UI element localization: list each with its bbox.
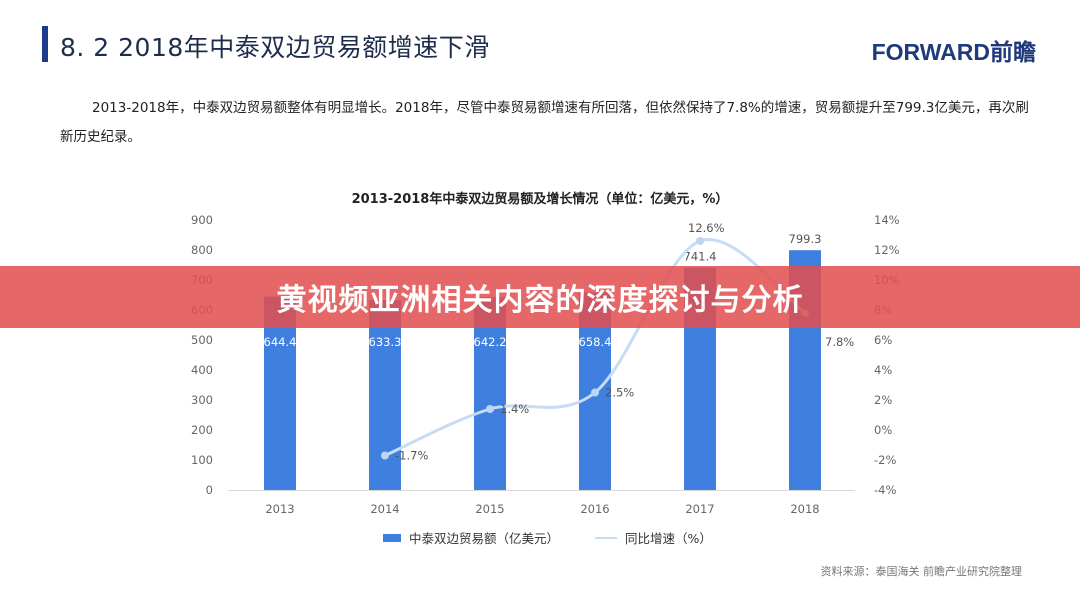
growth-label: 2.5% xyxy=(605,386,634,400)
growth-point xyxy=(486,405,494,413)
summary-paragraph: 2013-2018年，中泰双边贸易额整体有明显增长。2018年，尽管中泰贸易额增… xyxy=(60,100,1029,145)
chart-title: 2013-2018年中泰双边贸易额及增长情况（单位：亿美元，%） xyxy=(351,192,729,207)
title-accent-bar xyxy=(42,26,48,62)
y-left-tick: 200 xyxy=(191,423,213,437)
x-tick: 2013 xyxy=(265,502,294,516)
y-right-tick: 6% xyxy=(874,333,892,347)
bar xyxy=(264,296,296,490)
y-right-tick: -4% xyxy=(874,483,896,497)
x-tick: 2014 xyxy=(370,502,399,516)
y-left-tick: 400 xyxy=(191,363,213,377)
source-note: 资料来源：泰国海关 前瞻产业研究院整理 xyxy=(820,565,1023,578)
legend-bar-label: 中泰双边贸易额（亿美元） xyxy=(409,531,560,546)
y-left-tick: 0 xyxy=(206,483,213,497)
x-tick: 2015 xyxy=(475,502,504,516)
growth-label: 1.4% xyxy=(500,402,529,416)
bar-label: 741.4 xyxy=(684,250,717,264)
y-right-tick: 0% xyxy=(874,423,892,437)
legend-line-swatch xyxy=(595,536,618,539)
y-left-tick: 500 xyxy=(191,333,213,347)
bar-label: 799.3 xyxy=(789,232,822,246)
legend-bar-swatch xyxy=(383,533,401,542)
growth-label: -1.7% xyxy=(395,449,428,463)
bar-label: 633.3 xyxy=(369,335,402,349)
legend: 中泰双边贸易额（亿美元） 同比增速（%） xyxy=(383,528,712,547)
y-left-tick: 900 xyxy=(191,213,213,227)
y-right-tick: 4% xyxy=(874,363,892,377)
y-right-tick: -2% xyxy=(874,453,896,467)
growth-label: 7.8% xyxy=(825,335,854,349)
growth-point xyxy=(381,451,389,460)
growth-point xyxy=(591,388,599,397)
y-right-tick: 14% xyxy=(874,213,900,227)
overlay-banner: 黄视频亚洲相关内容的深度探讨与分析 xyxy=(0,266,1080,328)
y-left-tick: 300 xyxy=(191,393,213,407)
banner-text: 黄视频亚洲相关内容的深度探讨与分析 xyxy=(276,283,804,318)
x-tick: 2018 xyxy=(790,502,819,516)
x-tick: 2017 xyxy=(685,502,714,516)
bar-label: 642.2 xyxy=(474,335,507,349)
slide-title: 8. 2 2018年中泰双边贸易额增速下滑 xyxy=(60,33,490,62)
y-right-tick: 2% xyxy=(874,393,892,407)
growth-point xyxy=(696,237,704,245)
legend-line-label: 同比增速（%） xyxy=(625,531,712,546)
x-tick: 2016 xyxy=(580,502,609,516)
growth-line xyxy=(384,237,806,457)
y-left-tick: 800 xyxy=(191,243,213,257)
forward-logo: FORWARD前瞻 xyxy=(871,39,1036,65)
growth-label: 12.6% xyxy=(688,221,725,235)
bar-label: 644.4 xyxy=(264,335,297,349)
y-left-tick: 100 xyxy=(191,453,213,467)
bar xyxy=(474,297,506,490)
y-right-tick: 12% xyxy=(874,243,900,257)
bar-label: 658.4 xyxy=(579,335,612,349)
